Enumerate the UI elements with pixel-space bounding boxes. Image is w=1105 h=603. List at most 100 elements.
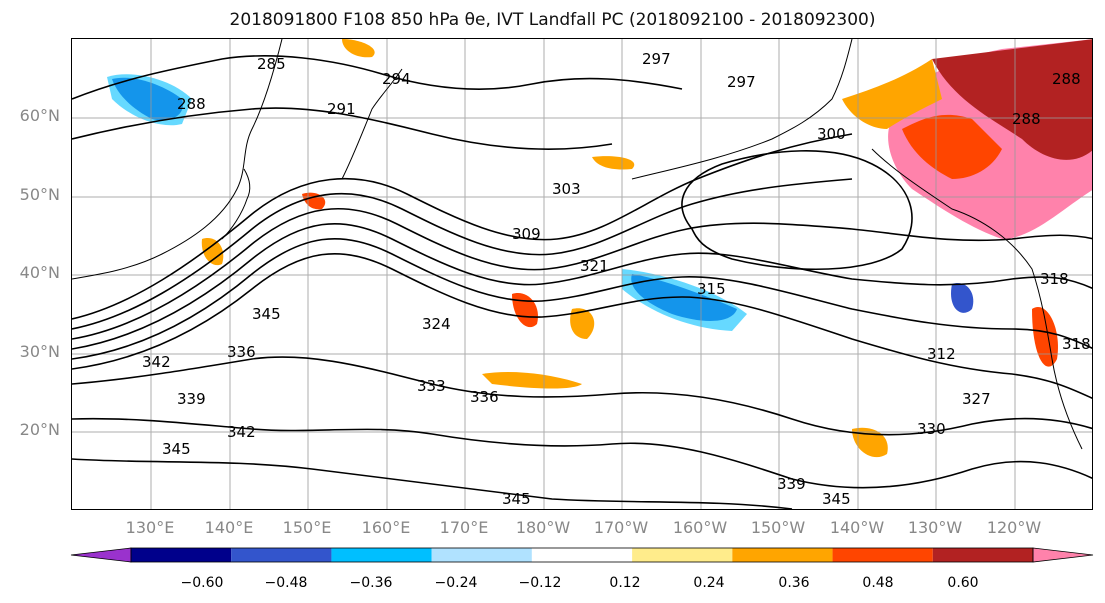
- contour-6: [72, 133, 853, 320]
- lon-label: 170°W: [593, 518, 649, 537]
- map-title: 2018091800 F108 850 hPa θe, IVT Landfall…: [229, 10, 876, 30]
- contour-4: [72, 252, 1092, 399]
- colorbar-tick: −0.48: [264, 575, 308, 591]
- colorbar-tick: 0.36: [778, 575, 810, 591]
- positive-region-ne-red: [902, 114, 1002, 179]
- lon-label: 130°E: [125, 518, 175, 537]
- contour-label: 345: [162, 440, 191, 458]
- lon-label: 120°W: [986, 518, 1042, 537]
- contour-label: 312: [927, 345, 956, 363]
- positive-region-northeast-edge: [842, 59, 942, 129]
- contour-label: 303: [552, 180, 581, 198]
- colorbar-segment: [231, 548, 332, 562]
- colorbar-segments: [70, 547, 1094, 563]
- lat-label-50n: 50°N: [19, 185, 60, 204]
- lon-label: 160°E: [361, 518, 411, 537]
- contour-5: [72, 178, 853, 330]
- negative-region-east: [951, 283, 974, 313]
- lat-label-60n: 60°N: [19, 106, 60, 125]
- contour-label: 291: [327, 100, 356, 118]
- contour-label: 339: [177, 390, 206, 408]
- contour-11: [72, 55, 683, 100]
- positive-region-south: [482, 372, 582, 389]
- contour-label: 315: [697, 280, 726, 298]
- positive-region-mid2: [570, 308, 595, 339]
- contour-1: [72, 222, 1092, 350]
- lat-label-40n: 40°N: [19, 263, 60, 282]
- colorbar-segment: [331, 548, 432, 562]
- coast-kamchatka: [341, 68, 403, 180]
- lon-label: 130°W: [907, 518, 963, 537]
- coast-alaska: [631, 39, 853, 180]
- colorbar-extend-low: [70, 547, 132, 563]
- colorbar-segment: [932, 548, 1033, 562]
- contour-8: [72, 417, 1092, 489]
- contour-label: 345: [252, 305, 281, 323]
- colorbar-border: [130, 547, 1034, 563]
- contour-label: 285: [257, 55, 286, 73]
- contour-label: 333: [417, 377, 446, 395]
- positive-region-aleutian: [592, 156, 635, 170]
- map-canvas: 285 294 297 297 291 288 300 303 309 321 …: [72, 39, 1092, 509]
- contour-10: [681, 150, 913, 271]
- contour-label: 336: [227, 343, 256, 361]
- colorbar-tick: 0.48: [862, 575, 894, 591]
- colorbar-segment: [531, 548, 633, 562]
- lon-label: 140°E: [204, 518, 254, 537]
- contour-label: 339: [777, 475, 806, 493]
- contour-label: 288: [1012, 110, 1041, 128]
- colorbar-tick: 0.60: [947, 575, 979, 591]
- colorbar-tick: −0.60: [180, 575, 224, 591]
- lat-label-30n: 30°N: [19, 342, 60, 361]
- contour-label: 330: [917, 420, 946, 438]
- contour-label: 321: [580, 257, 609, 275]
- contour-2: [72, 207, 1092, 340]
- lon-label: 180°W: [515, 518, 571, 537]
- colorbar-segment: [131, 548, 232, 562]
- colorbar-segment: [832, 548, 933, 562]
- colorbar-tick: 0.24: [693, 575, 725, 591]
- contour-label: 288: [1052, 70, 1081, 88]
- contour-lines: [72, 55, 1092, 509]
- lon-label: 150°E: [282, 518, 332, 537]
- contour-label: 318: [1062, 335, 1091, 353]
- colorbar-segment: [632, 548, 733, 562]
- colorbar-tick: −0.12: [518, 575, 562, 591]
- contour-label: 297: [642, 50, 671, 68]
- contour-9: [72, 458, 793, 509]
- map-panel: 285 294 297 297 291 288 300 303 309 321 …: [71, 38, 1093, 510]
- lon-label: 140°W: [829, 518, 885, 537]
- contour-label: 342: [142, 353, 171, 371]
- contour-label-layer: 285 294 297 297 291 288 300 303 309 321 …: [142, 50, 1091, 508]
- contour-label: 318: [1040, 270, 1069, 288]
- contour-label: 297: [727, 73, 756, 91]
- contour-label: 342: [227, 423, 256, 441]
- colorbar-tick: −0.24: [434, 575, 478, 591]
- colorbar-segment: [431, 548, 532, 562]
- contour-label: 294: [382, 70, 411, 88]
- coast-japan: [221, 168, 251, 240]
- contour-label: 336: [470, 388, 499, 406]
- lon-label: 160°W: [672, 518, 728, 537]
- contour-label: 345: [822, 490, 851, 508]
- lat-label-20n: 20°N: [19, 420, 60, 439]
- gridlines: [72, 39, 1092, 509]
- shading-layer: [107, 39, 1092, 458]
- colorbar-tick: 0.12: [609, 575, 641, 591]
- colorbar-extend-high: [1032, 547, 1094, 563]
- lon-label: 150°W: [750, 518, 806, 537]
- positive-region-east-coast: [1032, 307, 1058, 367]
- negative-region-central-light: [622, 269, 747, 331]
- colorbar-tick: −0.36: [349, 575, 393, 591]
- negative-region-west-light: [107, 74, 192, 126]
- contour-label: 300: [817, 125, 846, 143]
- contour-7: [72, 356, 1092, 436]
- lon-label: 170°E: [439, 518, 489, 537]
- positive-region-japan: [201, 238, 224, 266]
- positive-region-top: [342, 39, 375, 58]
- positive-region-northeast-core: [932, 39, 1092, 160]
- contour-label: 288: [177, 95, 206, 113]
- contour-label: 327: [962, 390, 991, 408]
- contour-label: 324: [422, 315, 451, 333]
